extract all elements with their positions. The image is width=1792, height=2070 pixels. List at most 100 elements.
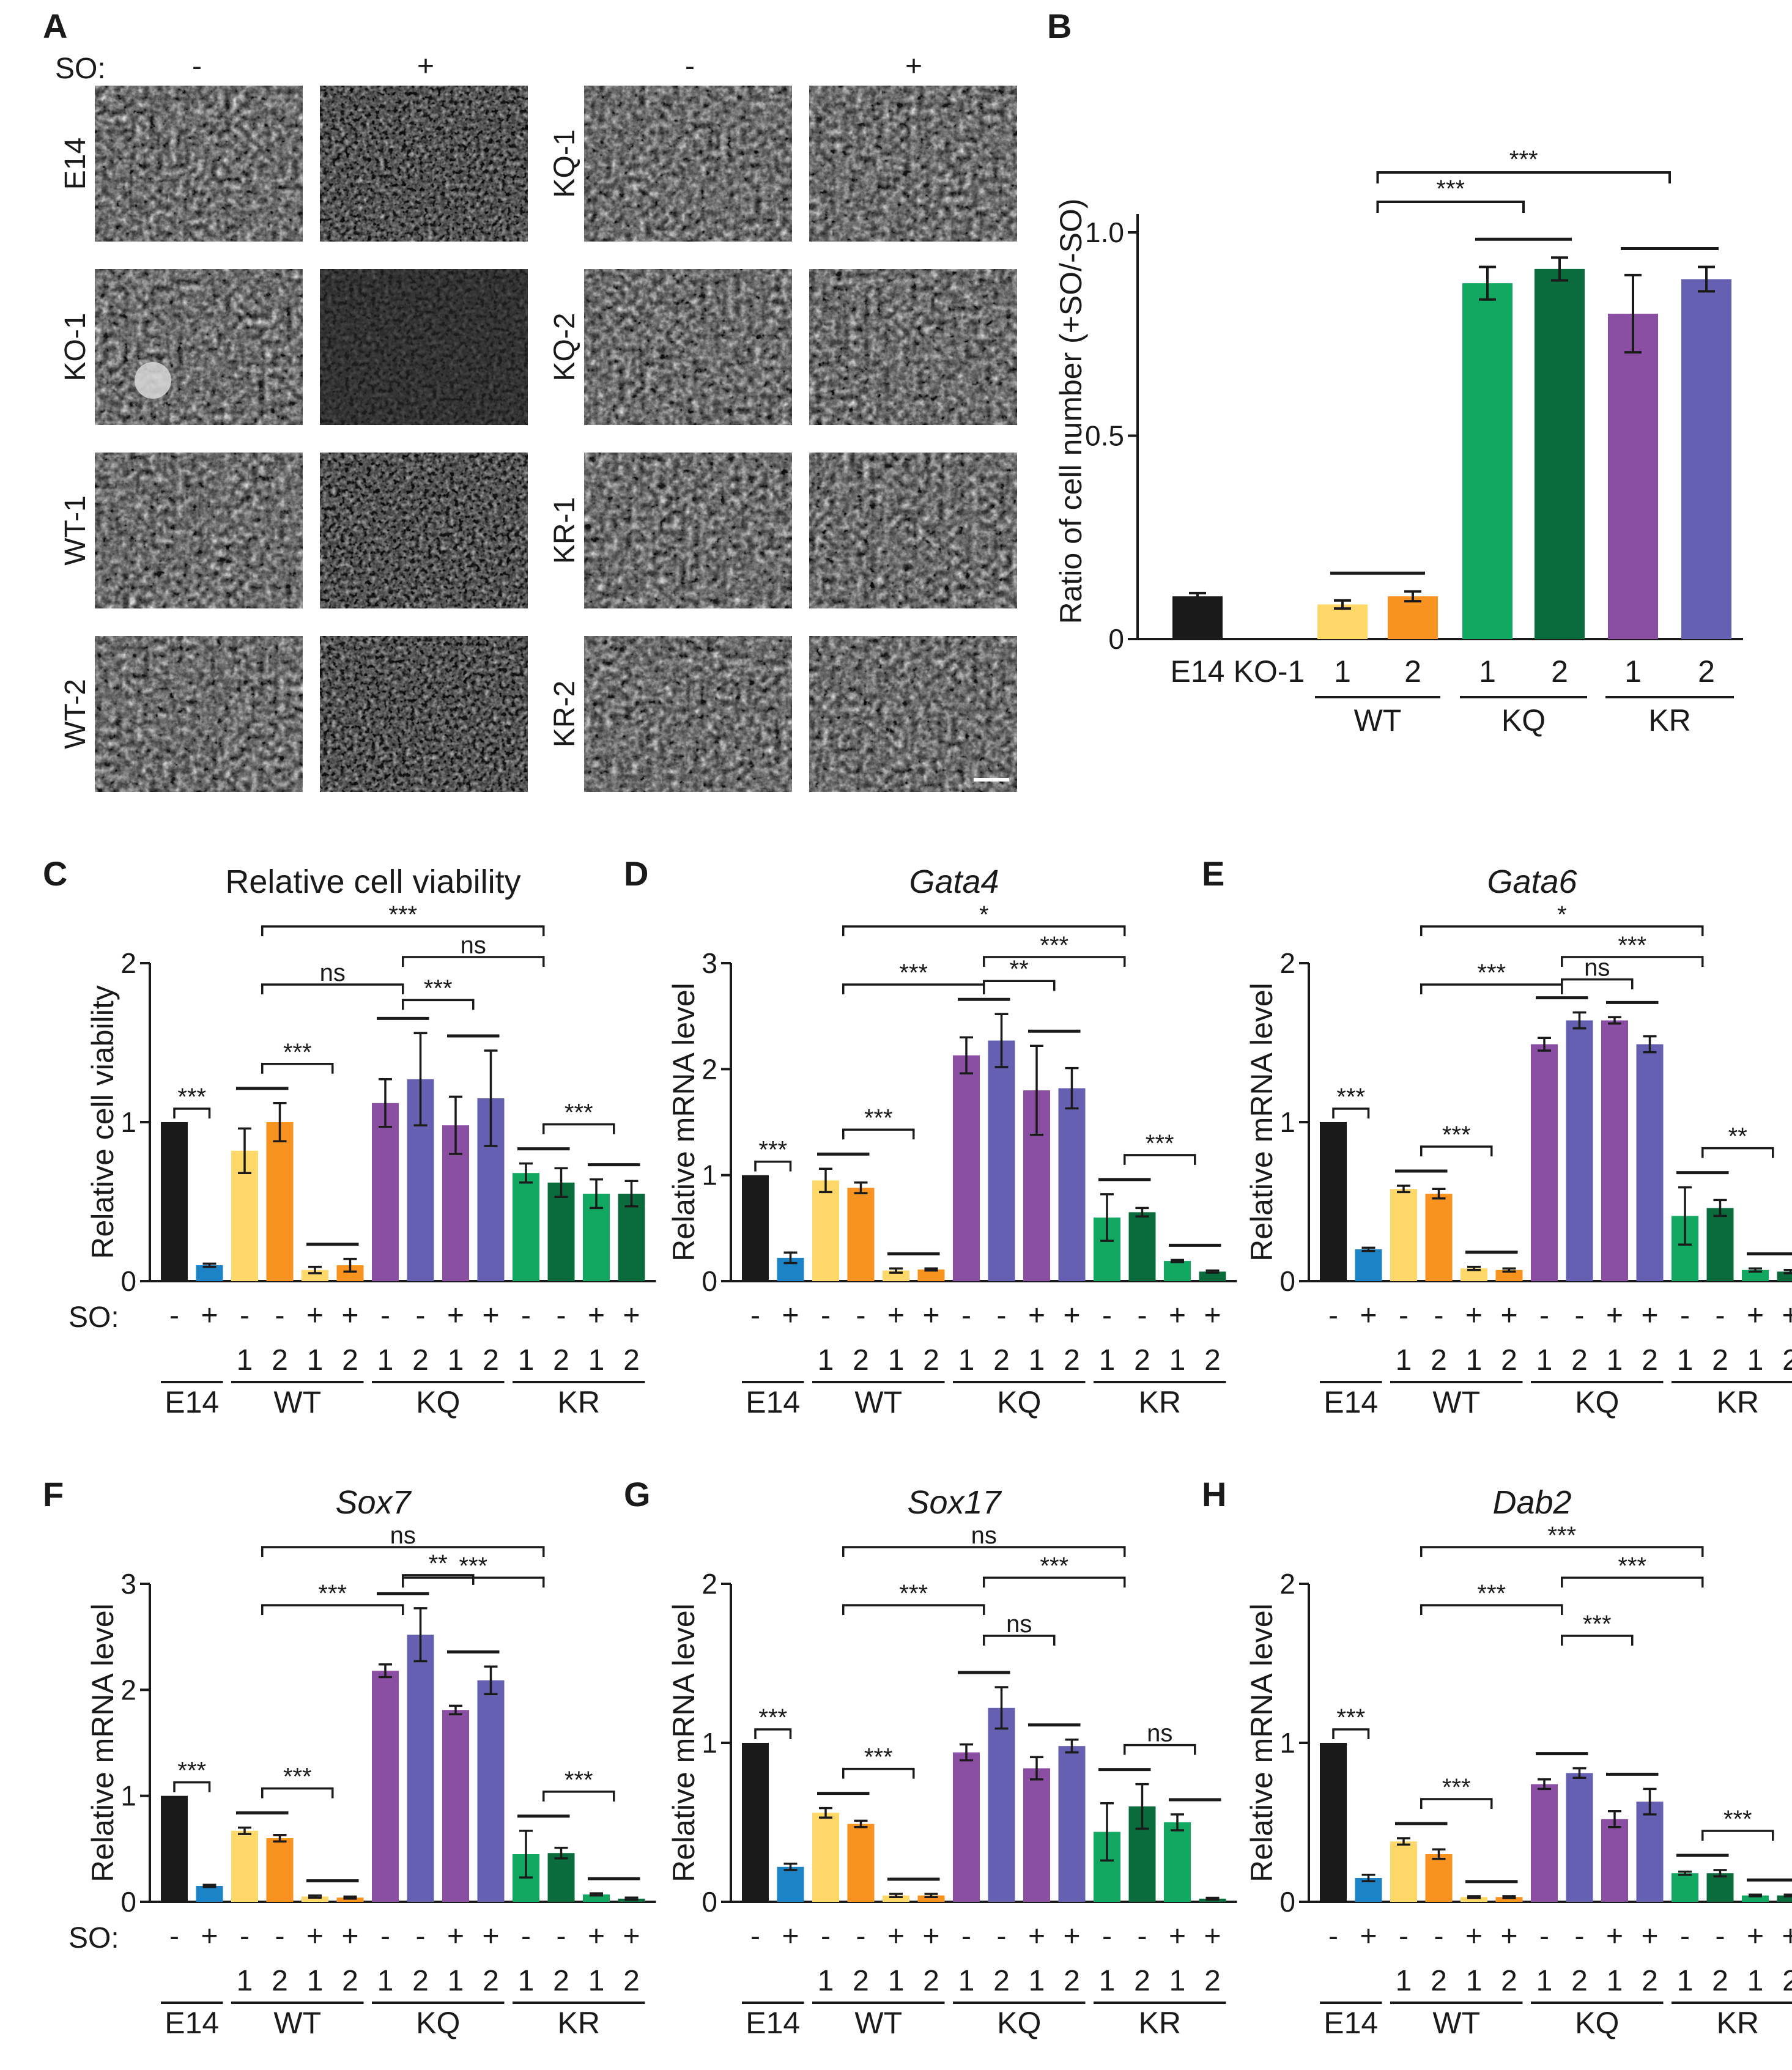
clone-number: 1	[1396, 1344, 1412, 1377]
so-sign: +	[201, 1299, 218, 1332]
sig-bracket-kq-kr	[1561, 956, 1704, 967]
so-sign: +	[306, 1299, 324, 1332]
y-tick-label: 1	[1279, 1106, 1295, 1138]
bar-kr-1-minus	[1672, 1873, 1698, 1902]
bar-kr-1	[1608, 314, 1658, 639]
bar-kq-1-plus	[1023, 1768, 1050, 1902]
bar-kr-2-minus	[1706, 1873, 1734, 1902]
so-sign: +	[1500, 1299, 1517, 1332]
so-sign: -	[856, 1299, 866, 1332]
y-tick-label: 2	[702, 1568, 717, 1600]
panel-title: Gata6	[1487, 863, 1577, 900]
sig-bracket-wt-kr	[1420, 925, 1704, 936]
sig-bracket	[1376, 171, 1671, 183]
so-sign: +	[588, 1299, 605, 1332]
sig-label: ***	[1146, 1130, 1174, 1157]
sig-bracket-kq	[983, 1635, 1056, 1646]
x-label: E14	[1171, 654, 1225, 689]
sig-bracket-wt	[842, 1767, 915, 1779]
so-sign: +	[1500, 1920, 1517, 1953]
bar-wt-2-minus	[1425, 1194, 1453, 1281]
sig-bracket-kr	[1701, 1147, 1774, 1158]
group-label-kq: KQ	[997, 2006, 1041, 2040]
clone-number: 1	[1677, 1344, 1694, 1377]
clone-number: 1	[1466, 1344, 1483, 1377]
y-tick-label: 0	[120, 1265, 136, 1297]
bar-wt-2-plus	[1495, 1270, 1523, 1281]
bar-wt-2-minus	[847, 1188, 875, 1281]
group-label-e14: E14	[165, 2006, 219, 2040]
so-sign: -	[1434, 1299, 1444, 1332]
sig-bracket-wt	[1420, 1145, 1493, 1156]
bar-kr-2-minus	[1706, 1208, 1734, 1281]
clone-number: 1	[237, 1344, 253, 1377]
group-label-wt: WT	[273, 1385, 321, 1419]
panel-label: F	[43, 1475, 64, 1514]
x-label: 1	[1624, 654, 1642, 689]
bar-kq-2-plus	[1636, 1044, 1664, 1281]
panel-title: Sox17	[907, 1484, 1002, 1521]
micrograph-image	[320, 269, 528, 425]
clone-number: 1	[1607, 1965, 1623, 1997]
clone-number: 2	[1134, 1965, 1150, 1997]
y-tick-label: 0	[702, 1886, 717, 1918]
clone-number: 1	[888, 1965, 905, 1997]
sig-label: ns	[1006, 1611, 1032, 1638]
so-sign: -	[521, 1299, 531, 1332]
bar-kq-1-minus	[953, 1752, 980, 1902]
sig-bracket-e14	[173, 1107, 211, 1118]
sig-label: ns	[1584, 955, 1610, 981]
group-label-wt: WT	[1432, 1385, 1480, 1419]
sig-label: ***	[1336, 1084, 1365, 1111]
sig-bracket-kr	[542, 1791, 615, 1802]
bar-wt-1-minus	[1390, 1189, 1417, 1281]
micrograph-image	[584, 269, 792, 425]
micrograph-image	[584, 86, 792, 242]
bar-e14-minus	[161, 1122, 188, 1281]
clone-number: 1	[1747, 1344, 1764, 1377]
sig-label: ***	[1040, 932, 1068, 959]
sig-bracket-wt-kr	[842, 1546, 1126, 1557]
sig-bracket-e14	[1332, 1107, 1370, 1118]
y-axis-title: Relative mRNA level	[667, 983, 701, 1262]
clone-number: 2	[272, 1344, 288, 1377]
so-sign: -	[1575, 1920, 1585, 1953]
clone-number: 2	[342, 1344, 358, 1377]
clone-number: 1	[1466, 1965, 1483, 1997]
panel-title: Sox7	[335, 1484, 412, 1521]
micrograph-image	[809, 636, 1017, 792]
so-sign: +	[1747, 1920, 1764, 1953]
bar-wt-2-plus	[917, 1895, 945, 1902]
sig-bracket-kq	[402, 999, 475, 1010]
clone-number: 1	[1536, 1344, 1553, 1377]
group-label-wt: WT	[273, 2006, 321, 2040]
clone-number: 1	[958, 1344, 975, 1377]
clone-number: 2	[1501, 1344, 1517, 1377]
y-axis-title: Relative cell viability	[86, 985, 120, 1259]
bar-kr-1-plus	[1164, 1822, 1191, 1902]
row-label-kr-2: KR-2	[549, 681, 581, 747]
so-sign: -	[821, 1299, 831, 1332]
bar-kr-1-plus	[1742, 1270, 1769, 1281]
so-sign: +	[1606, 1920, 1623, 1953]
micrograph-image	[95, 269, 303, 425]
bar-kr-2-minus	[547, 1853, 575, 1902]
so-sign: +	[1204, 1920, 1221, 1953]
sig-label: ***	[1040, 1553, 1068, 1580]
sig-bracket-kr	[542, 1123, 615, 1134]
so-sign: -	[1328, 1920, 1338, 1953]
panel-label: G	[624, 1475, 651, 1514]
sig-label: **	[429, 1550, 448, 1577]
clone-number: 1	[1396, 1965, 1412, 1997]
clone-number: 2	[1571, 1344, 1588, 1377]
panel-a-label: A	[43, 7, 67, 45]
row-label-e14: E14	[59, 138, 92, 190]
so-sign: -	[821, 1920, 831, 1953]
bar-e14-minus	[1320, 1743, 1347, 1902]
clone-number: 2	[993, 1965, 1010, 1997]
clone-number: 1	[518, 1965, 535, 1997]
bar-kq-2	[1535, 268, 1585, 640]
bar-kr-2-plus	[1199, 1271, 1226, 1281]
